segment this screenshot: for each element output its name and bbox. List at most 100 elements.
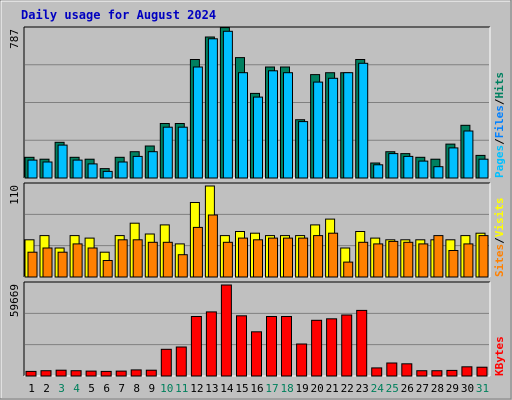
x-tick-label: 6 xyxy=(103,382,110,395)
x-tick-label: 22 xyxy=(341,382,354,395)
bar-kbytes-day-20 xyxy=(311,319,323,377)
bar-sites-day-1 xyxy=(27,251,38,278)
bar-files-day-30 xyxy=(463,130,474,179)
legend-entry: / xyxy=(493,138,506,145)
bar-sites-day-3 xyxy=(57,251,68,278)
bar-files-day-2 xyxy=(42,161,53,179)
bar-sites-day-9 xyxy=(147,241,158,278)
panel-visits-sites: 110 Sites/Visits xyxy=(8,182,506,278)
bar-files-day-1 xyxy=(27,159,38,179)
bar-files-day-29 xyxy=(448,147,459,179)
x-tick-label: 29 xyxy=(446,382,459,395)
x-tick-label: 15 xyxy=(235,382,248,395)
bar-sites-day-15 xyxy=(238,237,248,278)
bar-kbytes-day-26 xyxy=(401,363,413,377)
x-tick-label: 3 xyxy=(58,382,65,395)
bar-kbytes-day-17 xyxy=(266,316,277,377)
x-tick-label: 7 xyxy=(118,382,125,395)
bar-kbytes-day-14 xyxy=(220,284,232,377)
bar-files-day-21 xyxy=(328,77,339,179)
bar-kbytes-day-10 xyxy=(160,348,172,377)
bar-sites-day-29 xyxy=(448,250,459,278)
bar-files-day-7 xyxy=(117,161,128,179)
bar-sites-day-27 xyxy=(418,243,429,278)
bar-sites-day-19 xyxy=(298,237,309,278)
x-tick-label: 24 xyxy=(371,382,385,395)
bar-files-day-17 xyxy=(268,70,278,179)
bar-kbytes-day-25 xyxy=(386,362,398,377)
x-tick-label: 20 xyxy=(310,382,323,395)
bar-files-day-11 xyxy=(177,126,188,179)
bar-kbytes-day-7 xyxy=(115,370,127,377)
bar-sites-day-12 xyxy=(192,226,203,278)
bar-kbytes-day-2 xyxy=(40,370,52,377)
bar-sites-day-7 xyxy=(117,239,128,278)
x-tick-label: 13 xyxy=(205,382,218,395)
bar-kbytes-day-22 xyxy=(341,314,353,377)
x-tick-label: 8 xyxy=(133,382,140,395)
x-tick-label: 28 xyxy=(431,382,444,395)
x-tick-label: 21 xyxy=(326,382,339,395)
bar-kbytes-day-18 xyxy=(281,316,292,377)
bar-files-day-13 xyxy=(207,38,218,179)
y-max-label: 59669 xyxy=(8,284,21,317)
bar-sites-day-6 xyxy=(102,260,113,278)
legend-kbytes: KBytes xyxy=(493,336,506,376)
legend-hits-files: Pages/Files/Hits xyxy=(493,72,506,178)
series-files xyxy=(27,30,489,179)
bar-files-day-16 xyxy=(253,96,263,179)
legend-entry: Files xyxy=(493,105,506,138)
bar-sites-day-31 xyxy=(478,235,489,278)
x-tick-label: 16 xyxy=(250,382,263,395)
y-max-label: 110 xyxy=(8,185,21,205)
bar-sites-day-23 xyxy=(358,241,369,278)
bar-sites-day-24 xyxy=(373,243,384,278)
bar-kbytes-day-1 xyxy=(25,370,37,377)
bar-kbytes-day-21 xyxy=(326,318,338,377)
legend-entry: Pages xyxy=(493,145,506,178)
bar-sites-day-8 xyxy=(132,239,143,278)
bar-sites-day-25 xyxy=(388,240,399,278)
bar-files-day-19 xyxy=(298,121,309,179)
x-tick-label: 27 xyxy=(416,382,429,395)
x-tick-label: 23 xyxy=(356,382,369,395)
bar-files-day-18 xyxy=(283,72,293,179)
bar-sites-day-11 xyxy=(177,254,188,278)
x-tick-label: 17 xyxy=(265,382,278,395)
bar-kbytes-day-8 xyxy=(130,369,142,377)
chart-title: Daily usage for August 2024 xyxy=(21,8,216,22)
bar-files-day-27 xyxy=(418,160,429,179)
bar-sites-day-14 xyxy=(222,241,233,278)
bar-files-day-31 xyxy=(478,158,489,179)
bar-kbytes-day-27 xyxy=(416,370,428,377)
legend-entry: Visits xyxy=(493,198,506,238)
bar-kbytes-day-16 xyxy=(251,331,262,377)
bar-files-day-9 xyxy=(147,151,158,179)
x-tick-label: 25 xyxy=(386,382,399,395)
bar-kbytes-day-9 xyxy=(145,369,157,377)
x-tick-label: 2 xyxy=(43,382,50,395)
bar-kbytes-day-19 xyxy=(296,343,308,377)
bar-kbytes-day-5 xyxy=(85,370,97,377)
legend-entry: / xyxy=(493,237,506,244)
bar-kbytes-day-24 xyxy=(371,367,383,377)
legend-entry: / xyxy=(493,98,506,105)
x-tick-label: 26 xyxy=(401,382,414,395)
bar-kbytes-day-3 xyxy=(55,369,67,377)
bar-files-day-5 xyxy=(87,163,98,179)
bar-files-day-6 xyxy=(102,170,113,179)
x-tick-label: 14 xyxy=(220,382,234,395)
bar-files-day-15 xyxy=(238,72,248,179)
bar-files-day-8 xyxy=(132,155,143,179)
x-axis-labels: 1 2 3 4 5 6 7 8 9 10 11 12 13 14 15 16 17 18 19 20 21 22 23 24 2… xyxy=(28,382,489,395)
x-tick-label: 4 xyxy=(73,382,80,395)
legend-visits-sites: Sites/Visits xyxy=(493,198,506,278)
bar-sites-day-17 xyxy=(268,237,278,278)
bar-kbytes-day-15 xyxy=(236,315,247,377)
x-tick-label: 9 xyxy=(148,382,155,395)
bar-files-day-23 xyxy=(358,62,369,179)
bar-sites-day-18 xyxy=(283,237,293,278)
